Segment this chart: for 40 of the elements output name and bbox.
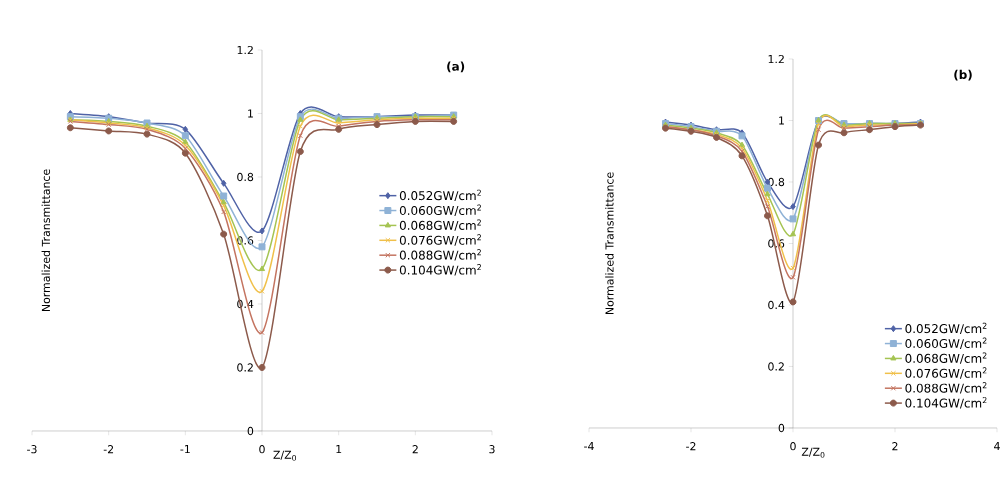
legend-label: 0.088GW/cm$^{2}$ <box>399 249 481 261</box>
x-tick-label: 2 <box>412 445 418 454</box>
x-tick-label: 0 <box>259 445 265 454</box>
x-axis-title: Z/Z$_{0}$ <box>273 450 297 461</box>
y-axis-title: Normalized Transmittance <box>41 169 51 312</box>
legend-label: 0.076GW/cm$^{2}$ <box>905 367 987 379</box>
y-tick-label: 0.4 <box>768 300 785 310</box>
legend-label: 0.060GW/cm$^{2}$ <box>399 204 481 216</box>
x-tick-label: -3 <box>27 445 37 454</box>
text: (b) <box>954 69 972 81</box>
y-tick-label: 0.8 <box>237 172 254 182</box>
legend-label: 0.104GW/cm$^{2}$ <box>905 397 987 409</box>
x-tick-label: 4 <box>994 442 1000 451</box>
x-tick-label: 2 <box>892 442 898 451</box>
x-tick-label: -4 <box>584 442 594 451</box>
legend-label: 0.088GW/cm$^{2}$ <box>905 382 987 394</box>
y-tick-label: 1 <box>779 116 784 125</box>
legend-label: 0.052GW/cm$^{2}$ <box>905 322 987 335</box>
text: (a) <box>447 61 465 73</box>
legend-label: 0.104GW/cm$^{2}$ <box>399 264 481 276</box>
legend-label: 0.076GW/cm$^{2}$ <box>399 234 481 246</box>
x-axis-title: Z/Z$_{0}$ <box>801 447 825 458</box>
x-tick-label: -1 <box>180 445 190 454</box>
x-tick-label: -2 <box>103 445 114 454</box>
y-tick-label: 0 <box>247 426 254 436</box>
x-tick-label: -2 <box>686 442 696 451</box>
y-tick-label: 1.2 <box>237 45 253 55</box>
y-tick-label: 0.2 <box>768 362 784 371</box>
y-axis-title: Normalized Transmittance <box>605 172 614 315</box>
y-tick-label: 1.2 <box>768 54 784 64</box>
y-tick-label: 0.2 <box>237 363 253 372</box>
legend-label: 0.068GW/cm$^{2}$ <box>905 352 987 364</box>
y-tick-label: 0 <box>778 423 785 433</box>
x-tick-label: 3 <box>489 445 495 454</box>
legend-label: 0.068GW/cm$^{2}$ <box>399 219 481 231</box>
legend-label: 0.052GW/cm$^{2}$ <box>399 189 481 202</box>
x-tick-label: 0 <box>790 442 796 451</box>
legend-label: 0.060GW/cm$^{2}$ <box>905 337 987 349</box>
y-tick-label: 1 <box>248 109 253 118</box>
x-tick-label: 1 <box>336 445 342 454</box>
